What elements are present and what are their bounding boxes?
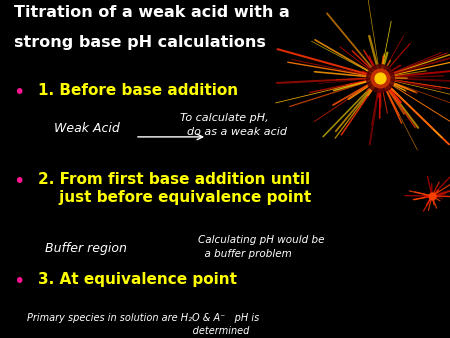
Text: Calculating pH would be
  a buffer problem: Calculating pH would be a buffer problem: [198, 235, 324, 259]
Point: [377, 75, 384, 80]
Point: [428, 193, 436, 199]
Text: To calculate pH,
  do as a weak acid: To calculate pH, do as a weak acid: [180, 113, 287, 137]
Point: [377, 75, 384, 80]
Text: strong base pH calculations: strong base pH calculations: [14, 35, 266, 50]
Text: •: •: [14, 272, 25, 291]
Text: •: •: [14, 172, 25, 191]
Text: 1. Before base addition: 1. Before base addition: [38, 83, 238, 98]
Text: Titration of a weak acid with a: Titration of a weak acid with a: [14, 5, 289, 20]
Text: 3. At equivalence point: 3. At equivalence point: [38, 272, 237, 287]
Text: Weak Acid: Weak Acid: [54, 122, 120, 135]
Text: •: •: [14, 83, 25, 102]
Point: [377, 75, 384, 80]
Text: 2. From first base addition until
    just before equivalence point: 2. From first base addition until just b…: [38, 172, 311, 206]
Text: Primary species in solution are H₂O & A⁻   pH is
                               : Primary species in solution are H₂O & A⁻…: [27, 313, 259, 338]
Text: Buffer region: Buffer region: [45, 242, 127, 255]
